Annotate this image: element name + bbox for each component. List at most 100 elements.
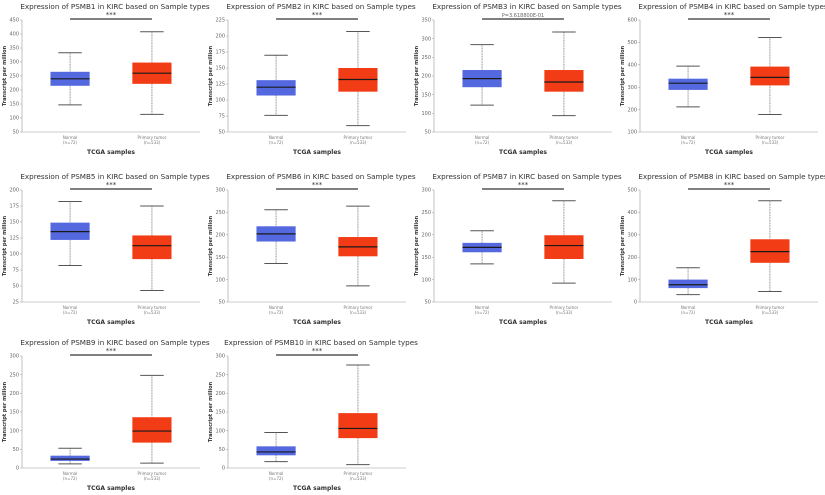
significance-label: *** <box>312 181 323 189</box>
category-label: Normal <box>681 305 695 310</box>
y-tick-label: 0 <box>634 300 637 306</box>
y-axis-label: Transcript per million <box>208 45 214 106</box>
y-axis-label: Transcript per million <box>208 215 214 276</box>
y-tick-label: 400 <box>9 32 19 38</box>
category-count: (n=72) <box>681 140 696 145</box>
category-count: (n=533) <box>556 310 573 315</box>
chart-title: Expression of PSMB7 in KIRC based on Sam… <box>432 172 622 181</box>
category-count: (n=533) <box>762 310 779 315</box>
category-count: (n=533) <box>350 310 367 315</box>
category-count: (n=72) <box>269 476 284 481</box>
y-tick-label: 200 <box>9 391 19 397</box>
y-tick-label: 250 <box>9 372 19 378</box>
y-tick-label: 150 <box>421 255 431 261</box>
y-tick-label: 100 <box>421 277 431 283</box>
chart-panel: Expression of PSMB10 in KIRC based on Sa… <box>208 338 418 492</box>
y-tick-label: 400 <box>627 63 637 69</box>
box-normal <box>256 446 296 456</box>
y-tick-label: 100 <box>215 277 225 283</box>
y-tick-label: 150 <box>9 102 19 108</box>
y-tick-label: 250 <box>215 372 225 378</box>
y-axis-label: Transcript per million <box>208 381 214 442</box>
category-label: Normal <box>269 135 283 140</box>
x-axis-label: TCGA samples <box>87 485 135 492</box>
chart-title: Expression of PSMB8 in KIRC based on Sam… <box>638 172 825 181</box>
y-tick-label: 100 <box>9 252 19 258</box>
y-tick-label: 100 <box>215 428 225 434</box>
category-count: (n=533) <box>556 140 573 145</box>
y-tick-label: 50 <box>219 300 225 306</box>
category-count: (n=533) <box>144 476 161 481</box>
category-label: Primary tumor <box>138 471 167 476</box>
chart-title: Expression of PSMB2 in KIRC based on Sam… <box>226 2 416 11</box>
category-label: Normal <box>63 135 77 140</box>
y-tick-label: 250 <box>9 74 19 80</box>
y-tick-label: 50 <box>13 447 19 453</box>
category-label: Primary tumor <box>138 305 167 310</box>
y-tick-label: 150 <box>9 220 19 226</box>
significance-label: *** <box>106 181 117 189</box>
category-count: (n=533) <box>762 140 779 145</box>
x-axis-label: TCGA samples <box>293 485 341 492</box>
y-tick-label: 100 <box>215 98 225 104</box>
category-count: (n=533) <box>350 140 367 145</box>
y-tick-label: 250 <box>421 55 431 61</box>
y-tick-label: 200 <box>215 34 225 40</box>
y-tick-label: 200 <box>9 88 19 94</box>
y-tick-label: 300 <box>215 188 225 194</box>
y-tick-label: 250 <box>421 210 431 216</box>
y-tick-label: 200 <box>627 255 637 261</box>
significance-label: P=3.618800E-01 <box>502 13 544 19</box>
y-axis-label: Transcript per million <box>2 215 8 276</box>
y-tick-label: 225 <box>215 18 225 24</box>
chart-title: Expression of PSMB9 in KIRC based on Sam… <box>20 338 210 347</box>
category-label: Normal <box>63 305 77 310</box>
category-label: Normal <box>681 135 695 140</box>
significance-label: *** <box>724 11 735 19</box>
chart-panel: Expression of PSMB3 in KIRC based on Sam… <box>414 2 622 156</box>
y-tick-label: 25 <box>13 300 19 306</box>
category-label: Normal <box>475 305 489 310</box>
category-label: Primary tumor <box>344 135 373 140</box>
chart-panel: Expression of PSMB4 in KIRC based on Sam… <box>620 2 825 156</box>
box-tumor <box>132 417 172 443</box>
y-tick-label: 300 <box>215 354 225 360</box>
category-count: (n=533) <box>144 310 161 315</box>
y-tick-label: 100 <box>627 277 637 283</box>
y-tick-label: 300 <box>421 36 431 42</box>
chart-panel: Expression of PSMB7 in KIRC based on Sam… <box>414 172 622 326</box>
y-axis-label: Transcript per million <box>620 45 626 106</box>
y-tick-label: 250 <box>215 210 225 216</box>
category-count: (n=72) <box>63 310 78 315</box>
y-tick-label: 50 <box>13 130 19 136</box>
y-tick-label: 100 <box>421 111 431 117</box>
chart-panel: Expression of PSMB9 in KIRC based on Sam… <box>2 338 210 492</box>
y-tick-label: 150 <box>9 410 19 416</box>
category-label: Normal <box>475 135 489 140</box>
x-axis-label: TCGA samples <box>293 149 341 156</box>
y-tick-label: 500 <box>627 40 637 46</box>
y-tick-label: 50 <box>219 447 225 453</box>
chart-panel: Expression of PSMB1 in KIRC based on Sam… <box>2 2 210 156</box>
category-label: Normal <box>63 471 77 476</box>
chart-title: Expression of PSMB4 in KIRC based on Sam… <box>638 2 825 11</box>
y-tick-label: 50 <box>425 300 431 306</box>
category-count: (n=72) <box>475 310 490 315</box>
x-axis-label: TCGA samples <box>293 319 341 326</box>
x-axis-label: TCGA samples <box>705 319 753 326</box>
y-tick-label: 400 <box>627 210 637 216</box>
y-tick-label: 600 <box>627 18 637 24</box>
category-count: (n=533) <box>350 476 367 481</box>
y-tick-label: 75 <box>219 114 225 120</box>
y-tick-label: 75 <box>13 268 19 274</box>
y-tick-label: 300 <box>9 60 19 66</box>
significance-label: *** <box>518 181 529 189</box>
y-tick-label: 200 <box>627 107 637 113</box>
y-tick-label: 125 <box>9 236 19 242</box>
y-tick-label: 450 <box>9 18 19 24</box>
y-tick-label: 150 <box>215 410 225 416</box>
y-tick-label: 150 <box>215 255 225 261</box>
chart-panel: Expression of PSMB6 in KIRC based on Sam… <box>208 172 416 326</box>
category-count: (n=72) <box>681 310 696 315</box>
